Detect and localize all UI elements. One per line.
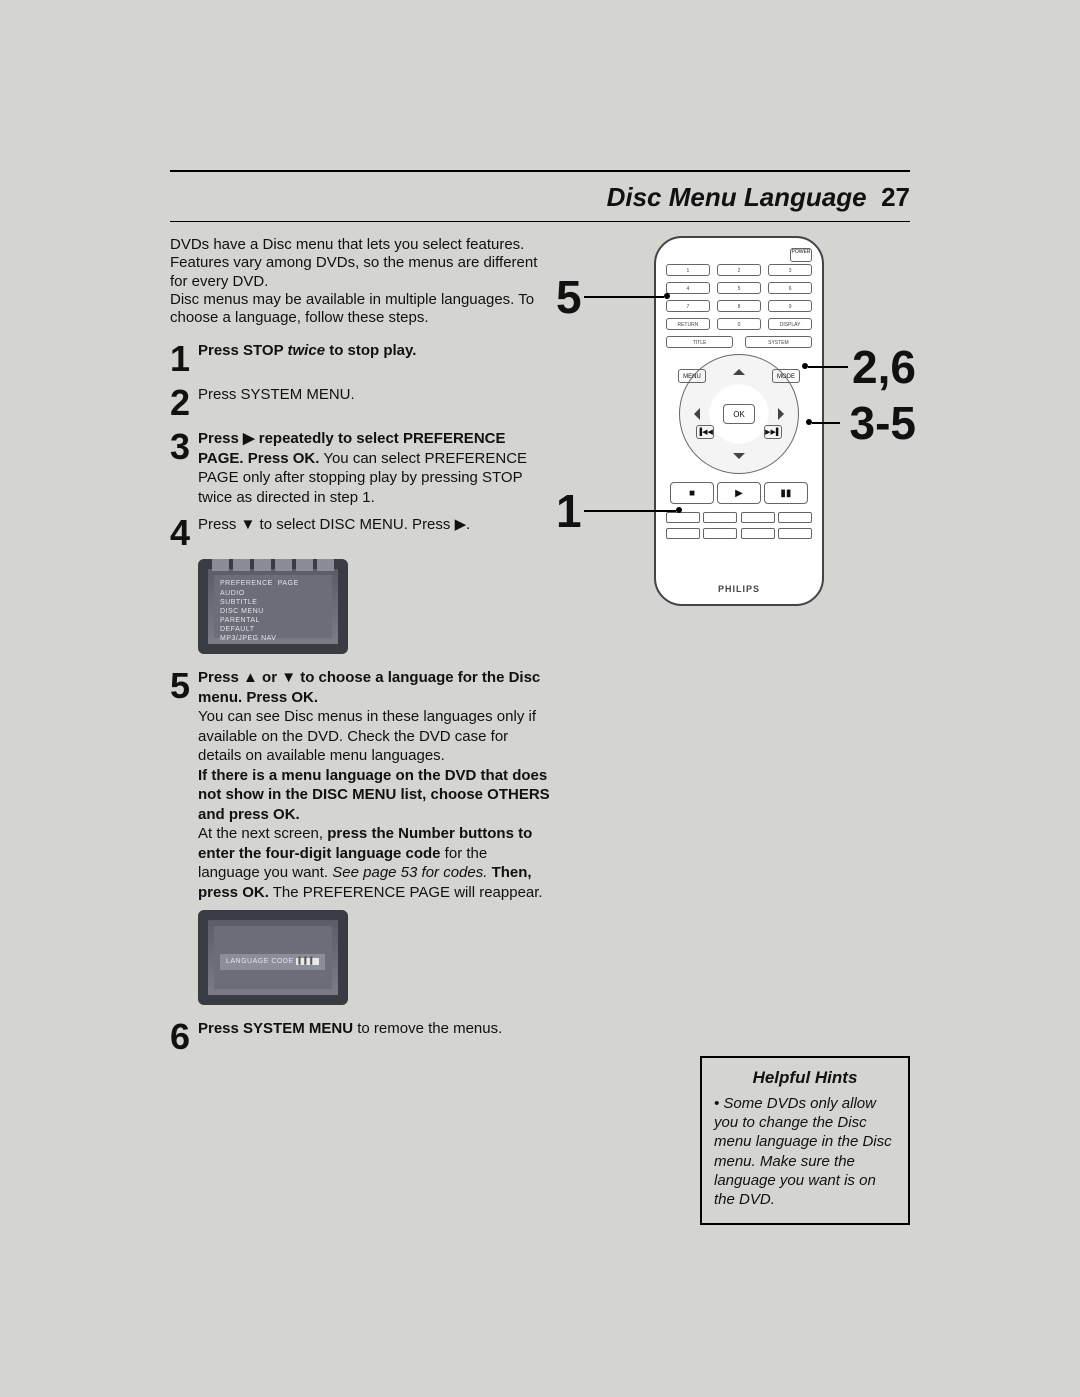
step-3-num: 3 [170,429,198,507]
nav-down-icon [733,453,745,465]
illustration-column: POWER 1 2 3 4 5 6 7 8 9 [550,236,910,1063]
step-2-body: Press SYSTEM MENU. [198,385,355,421]
step-5: 5 Press ▲ or ▼ to choose a language for … [170,668,550,902]
system-menu-button: SYSTEM [745,336,812,348]
keypad-7: 7 [666,300,710,312]
screenshot-pref-page: PREFERENCE PAGEAUDIOSUBTITLEDISC MENUPAR… [198,559,348,654]
ok-button: OK [723,404,755,424]
keypad-9: 9 [768,300,812,312]
power-button: POWER [790,248,812,262]
header-title: Disc Menu Language [607,182,867,212]
callout-35: 3-5 [850,400,916,446]
callout-1-dot [676,507,682,513]
step-1-num: 1 [170,341,198,377]
step-6-body: Press SYSTEM MENU to remove the menus. [198,1019,502,1055]
step-5-body: Press ▲ or ▼ to choose a language for th… [198,668,550,902]
step-5-num: 5 [170,668,198,902]
mode-chip: MODE [772,369,800,383]
keypad-8: 8 [717,300,761,312]
nav-pad: OK MENU MODE ▐◀◀ ▶▶▌ [679,354,799,474]
top-rule [170,170,910,172]
keypad-2: 2 [717,264,761,276]
callout-35-dot [806,419,812,425]
title-button: TITLE [666,336,733,348]
manual-page: Disc Menu Language 27 DVDs have a Disc m… [170,170,910,1063]
step-3: 3 Press ▶ repeatedly to select PREFERENC… [170,429,550,507]
screenshot-lang-inner: LANGUAGE CODE ▍▍▍ [214,926,332,989]
play-button: ▶ [717,482,761,504]
brand-label: PHILIPS [656,584,822,594]
step-1-body: Press STOP twice to stop play. [198,341,416,377]
callout-26-dot [802,363,808,369]
callout-35-line [812,422,840,424]
step-6: 6 Press SYSTEM MENU to remove the menus. [170,1019,550,1055]
hints-title: Helpful Hints [714,1068,896,1088]
seek-back-icon: ▐◀◀ [696,425,714,439]
callout-5-line [584,296,664,298]
keypad-4: 4 [666,282,710,294]
keypad-3: 3 [768,264,812,276]
callout-1-line [584,510,676,512]
remote-control-diagram: POWER 1 2 3 4 5 6 7 8 9 [654,236,824,606]
callout-5-dot [664,293,670,299]
nav-up-icon [733,363,745,375]
callout-26: 2,6 [852,344,916,390]
screenshot-lang-code: LANGUAGE CODE ▍▍▍ [198,910,348,1005]
menu-chip: MENU [678,369,706,383]
callout-26-line [808,366,848,368]
page-header: Disc Menu Language 27 [170,178,910,221]
header-underline [170,221,910,222]
transport-row: ■ ▶ ▮▮ [670,482,808,504]
remote-wrap: POWER 1 2 3 4 5 6 7 8 9 [568,236,910,656]
step-4: 4 Press ▼ to select DISC MENU. Press ▶. [170,515,550,551]
stop-button: ■ [670,482,714,504]
step-2-num: 2 [170,385,198,421]
keypad-6: 6 [768,282,812,294]
return-button: RETURN [666,318,710,330]
nav-right-icon [778,408,790,420]
step-4-num: 4 [170,515,198,551]
header-page-num: 27 [881,182,910,212]
keypad-5: 5 [717,282,761,294]
nav-left-icon [688,408,700,420]
screenshot-pref-inner: PREFERENCE PAGEAUDIOSUBTITLEDISC MENUPAR… [214,575,332,638]
seek-fwd-icon: ▶▶▌ [764,425,782,439]
step-4-body: Press ▼ to select DISC MENU. Press ▶. [198,515,470,551]
step-6-num: 6 [170,1019,198,1055]
helpful-hints-box: Helpful Hints • Some DVDs only allow you… [700,1056,910,1225]
callout-5: 5 [556,274,582,320]
intro-text: DVDs have a Disc menu that lets you sele… [170,236,550,327]
keypad-0: 0 [717,318,761,330]
callout-1: 1 [556,488,582,534]
step-1: 1 Press STOP twice to stop play. [170,341,550,377]
keypad-1: 1 [666,264,710,276]
display-button: DISPLAY [768,318,812,330]
step-3-body: Press ▶ repeatedly to select PREFERENCE … [198,429,550,507]
pause-button: ▮▮ [764,482,808,504]
content-column: DVDs have a Disc menu that lets you sele… [170,236,550,1063]
step-2: 2 Press SYSTEM MENU. [170,385,550,421]
hints-body: • Some DVDs only allow you to change the… [714,1094,896,1209]
